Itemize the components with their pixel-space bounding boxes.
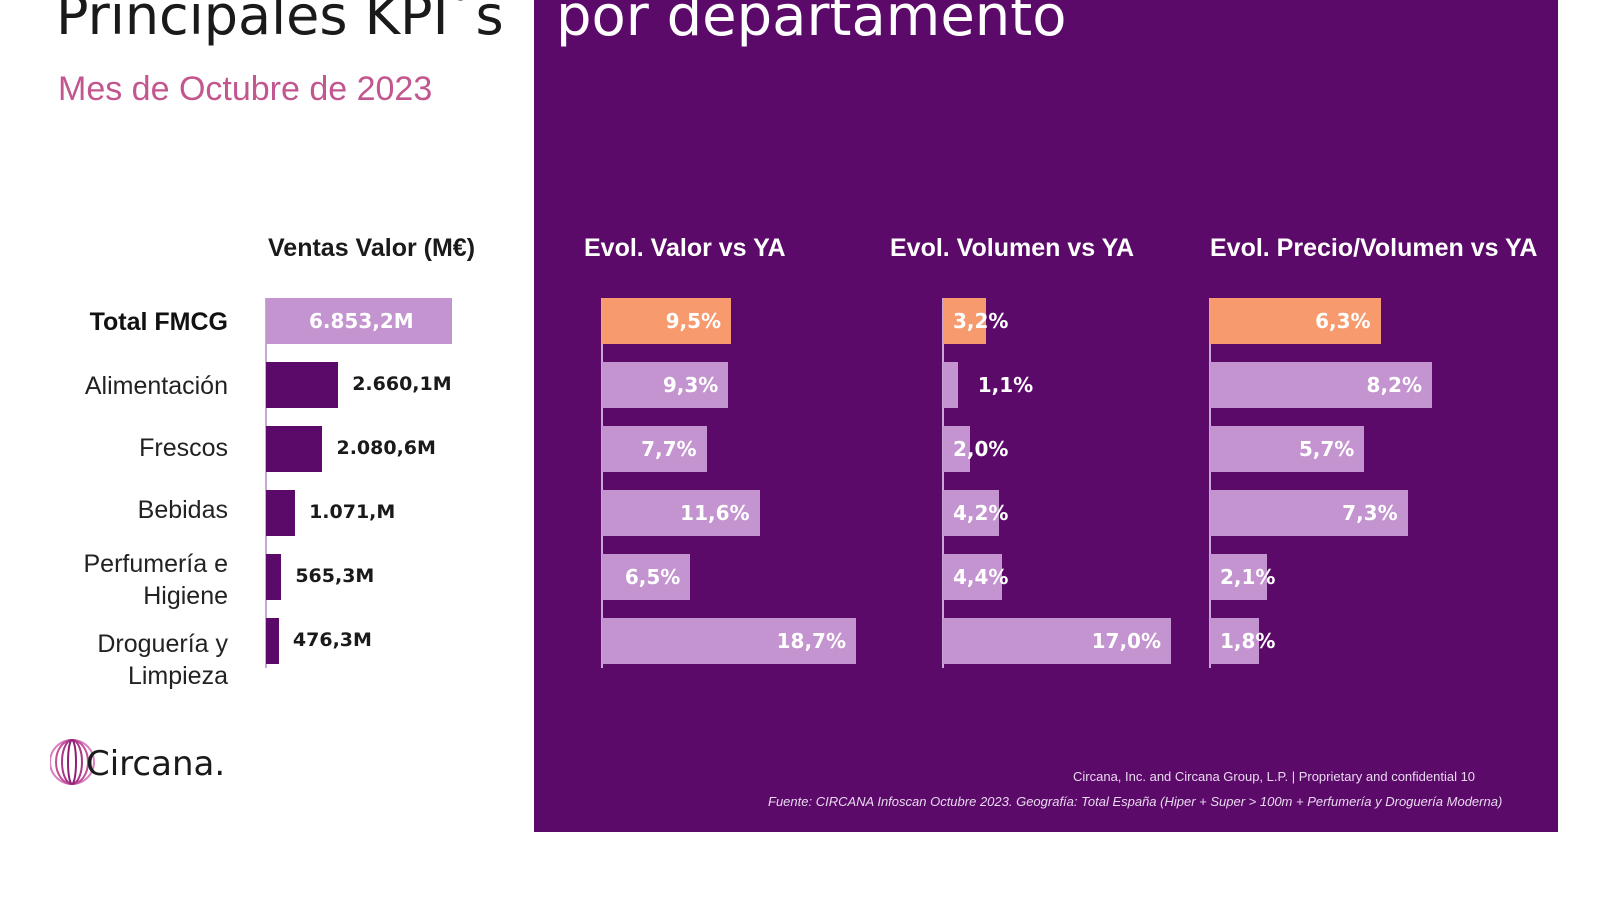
volumen-bar-perfumeria-e-higiene xyxy=(943,554,1002,600)
valor-label-perfumeria-e-higiene: 6,5% xyxy=(624,565,681,589)
ventas-bar-alimentacion xyxy=(266,362,339,408)
chart-title-valor: Evol. Valor vs YA xyxy=(584,234,786,262)
valor-label-alimentacion: 9,3% xyxy=(662,373,719,397)
precio-label-drogueria-y-limpieza: 1,8% xyxy=(1220,629,1276,653)
precio-bar-perfumeria-e-higiene xyxy=(1210,554,1267,600)
chart-title-precio: Evol. Precio/Volumen vs YA xyxy=(1210,234,1538,262)
valor-axis xyxy=(601,298,603,668)
valor-label-drogueria-y-limpieza: 18,7% xyxy=(776,629,846,653)
ventas-label-frescos: 2.080,6M xyxy=(336,437,436,459)
volumen-label-frescos: 2,0% xyxy=(953,437,1009,461)
volumen-label-alimentacion: 1,1% xyxy=(977,373,1034,397)
volumen-bar-alimentacion xyxy=(943,362,958,408)
volumen-bar-drogueria-y-limpieza xyxy=(943,618,1171,664)
category-label-bebidas: Bebidas xyxy=(137,496,228,524)
ventas-label-alimentacion: 2.660,1M xyxy=(352,373,452,395)
precio-label-alimentacion: 8,2% xyxy=(1366,373,1422,397)
page-title-left: Principales KPI´s xyxy=(56,0,504,47)
precio-label-frescos: 5,7% xyxy=(1298,437,1355,461)
page-subtitle: Mes de Octubre de 2023 xyxy=(58,70,433,108)
precio-bar-frescos xyxy=(1210,426,1365,472)
circana-logo-icon xyxy=(50,739,95,785)
ventas-bar-perfumeria-e-higiene xyxy=(266,554,282,600)
ventas-bar-frescos xyxy=(266,426,323,472)
volumen-label-bebidas: 4,2% xyxy=(953,501,1009,525)
precio-label-total-fmcg: 6,3% xyxy=(1315,309,1371,333)
precio-label-bebidas: 7,3% xyxy=(1342,501,1398,525)
ventas-label-bebidas: 1.071,M xyxy=(309,501,396,523)
volumen-label-perfumeria-e-higiene: 4,4% xyxy=(953,565,1009,589)
volumen-bar-total-fmcg xyxy=(943,298,986,344)
valor-bar-bebidas xyxy=(602,490,760,536)
chart-title-ventas: Ventas Valor (M€) xyxy=(268,234,476,262)
page-title-right: por departamento xyxy=(556,0,1067,49)
ventas-label-drogueria-y-limpieza: 476,3M xyxy=(292,629,372,651)
precio-bar-drogueria-y-limpieza xyxy=(1210,618,1259,664)
ventas-bar-bebidas xyxy=(266,490,296,536)
precio-label-perfumeria-e-higiene: 2,1% xyxy=(1220,565,1276,589)
volumen-label-drogueria-y-limpieza: 17,0% xyxy=(1091,629,1161,653)
volumen-bar-bebidas xyxy=(943,490,1000,536)
valor-bar-frescos xyxy=(602,426,707,472)
purple-panel xyxy=(534,0,1558,832)
valor-bar-perfumeria-e-higiene xyxy=(602,554,691,600)
valor-label-bebidas: 11,6% xyxy=(680,501,750,525)
category-label-total-fmcg: Total FMCG xyxy=(89,308,228,336)
valor-bar-alimentacion xyxy=(602,362,729,408)
valor-label-frescos: 7,7% xyxy=(641,437,697,461)
ventas-label-total-fmcg: 6.853,2M xyxy=(309,309,414,333)
footer-copyright: Circana, Inc. and Circana Group, L.P. | … xyxy=(1073,769,1476,784)
category-label-perfumeria: Perfumería e Higiene xyxy=(83,550,228,610)
ventas-bar-drogueria-y-limpieza xyxy=(266,618,279,664)
precio-bar-total-fmcg xyxy=(1210,298,1381,344)
circana-logo-text: Circana. xyxy=(86,744,226,784)
ventas-label-perfumeria-e-higiene: 565,3M xyxy=(295,565,375,587)
valor-bar-drogueria-y-limpieza xyxy=(602,618,856,664)
ventas-axis xyxy=(265,298,267,668)
category-label-alimentacion: Alimentación xyxy=(84,372,228,400)
precio-axis xyxy=(1209,298,1211,668)
precio-bar-bebidas xyxy=(1210,490,1408,536)
volumen-bar-frescos xyxy=(943,426,970,472)
valor-label-total-fmcg: 9,5% xyxy=(665,309,722,333)
ventas-bar-total-fmcg xyxy=(266,298,452,344)
valor-bar-total-fmcg xyxy=(602,298,732,344)
volumen-axis xyxy=(942,298,944,668)
precio-bar-alimentacion xyxy=(1210,362,1432,408)
chart-title-volumen: Evol. Volumen vs YA xyxy=(890,234,1135,262)
category-label-frescos: Frescos xyxy=(139,434,228,462)
category-label-drogueria: Droguería y Limpieza xyxy=(97,630,228,690)
footer-source: Fuente: CIRCANA Infoscan Octubre 2023. G… xyxy=(768,794,1503,809)
volumen-label-total-fmcg: 3,2% xyxy=(953,309,1009,333)
